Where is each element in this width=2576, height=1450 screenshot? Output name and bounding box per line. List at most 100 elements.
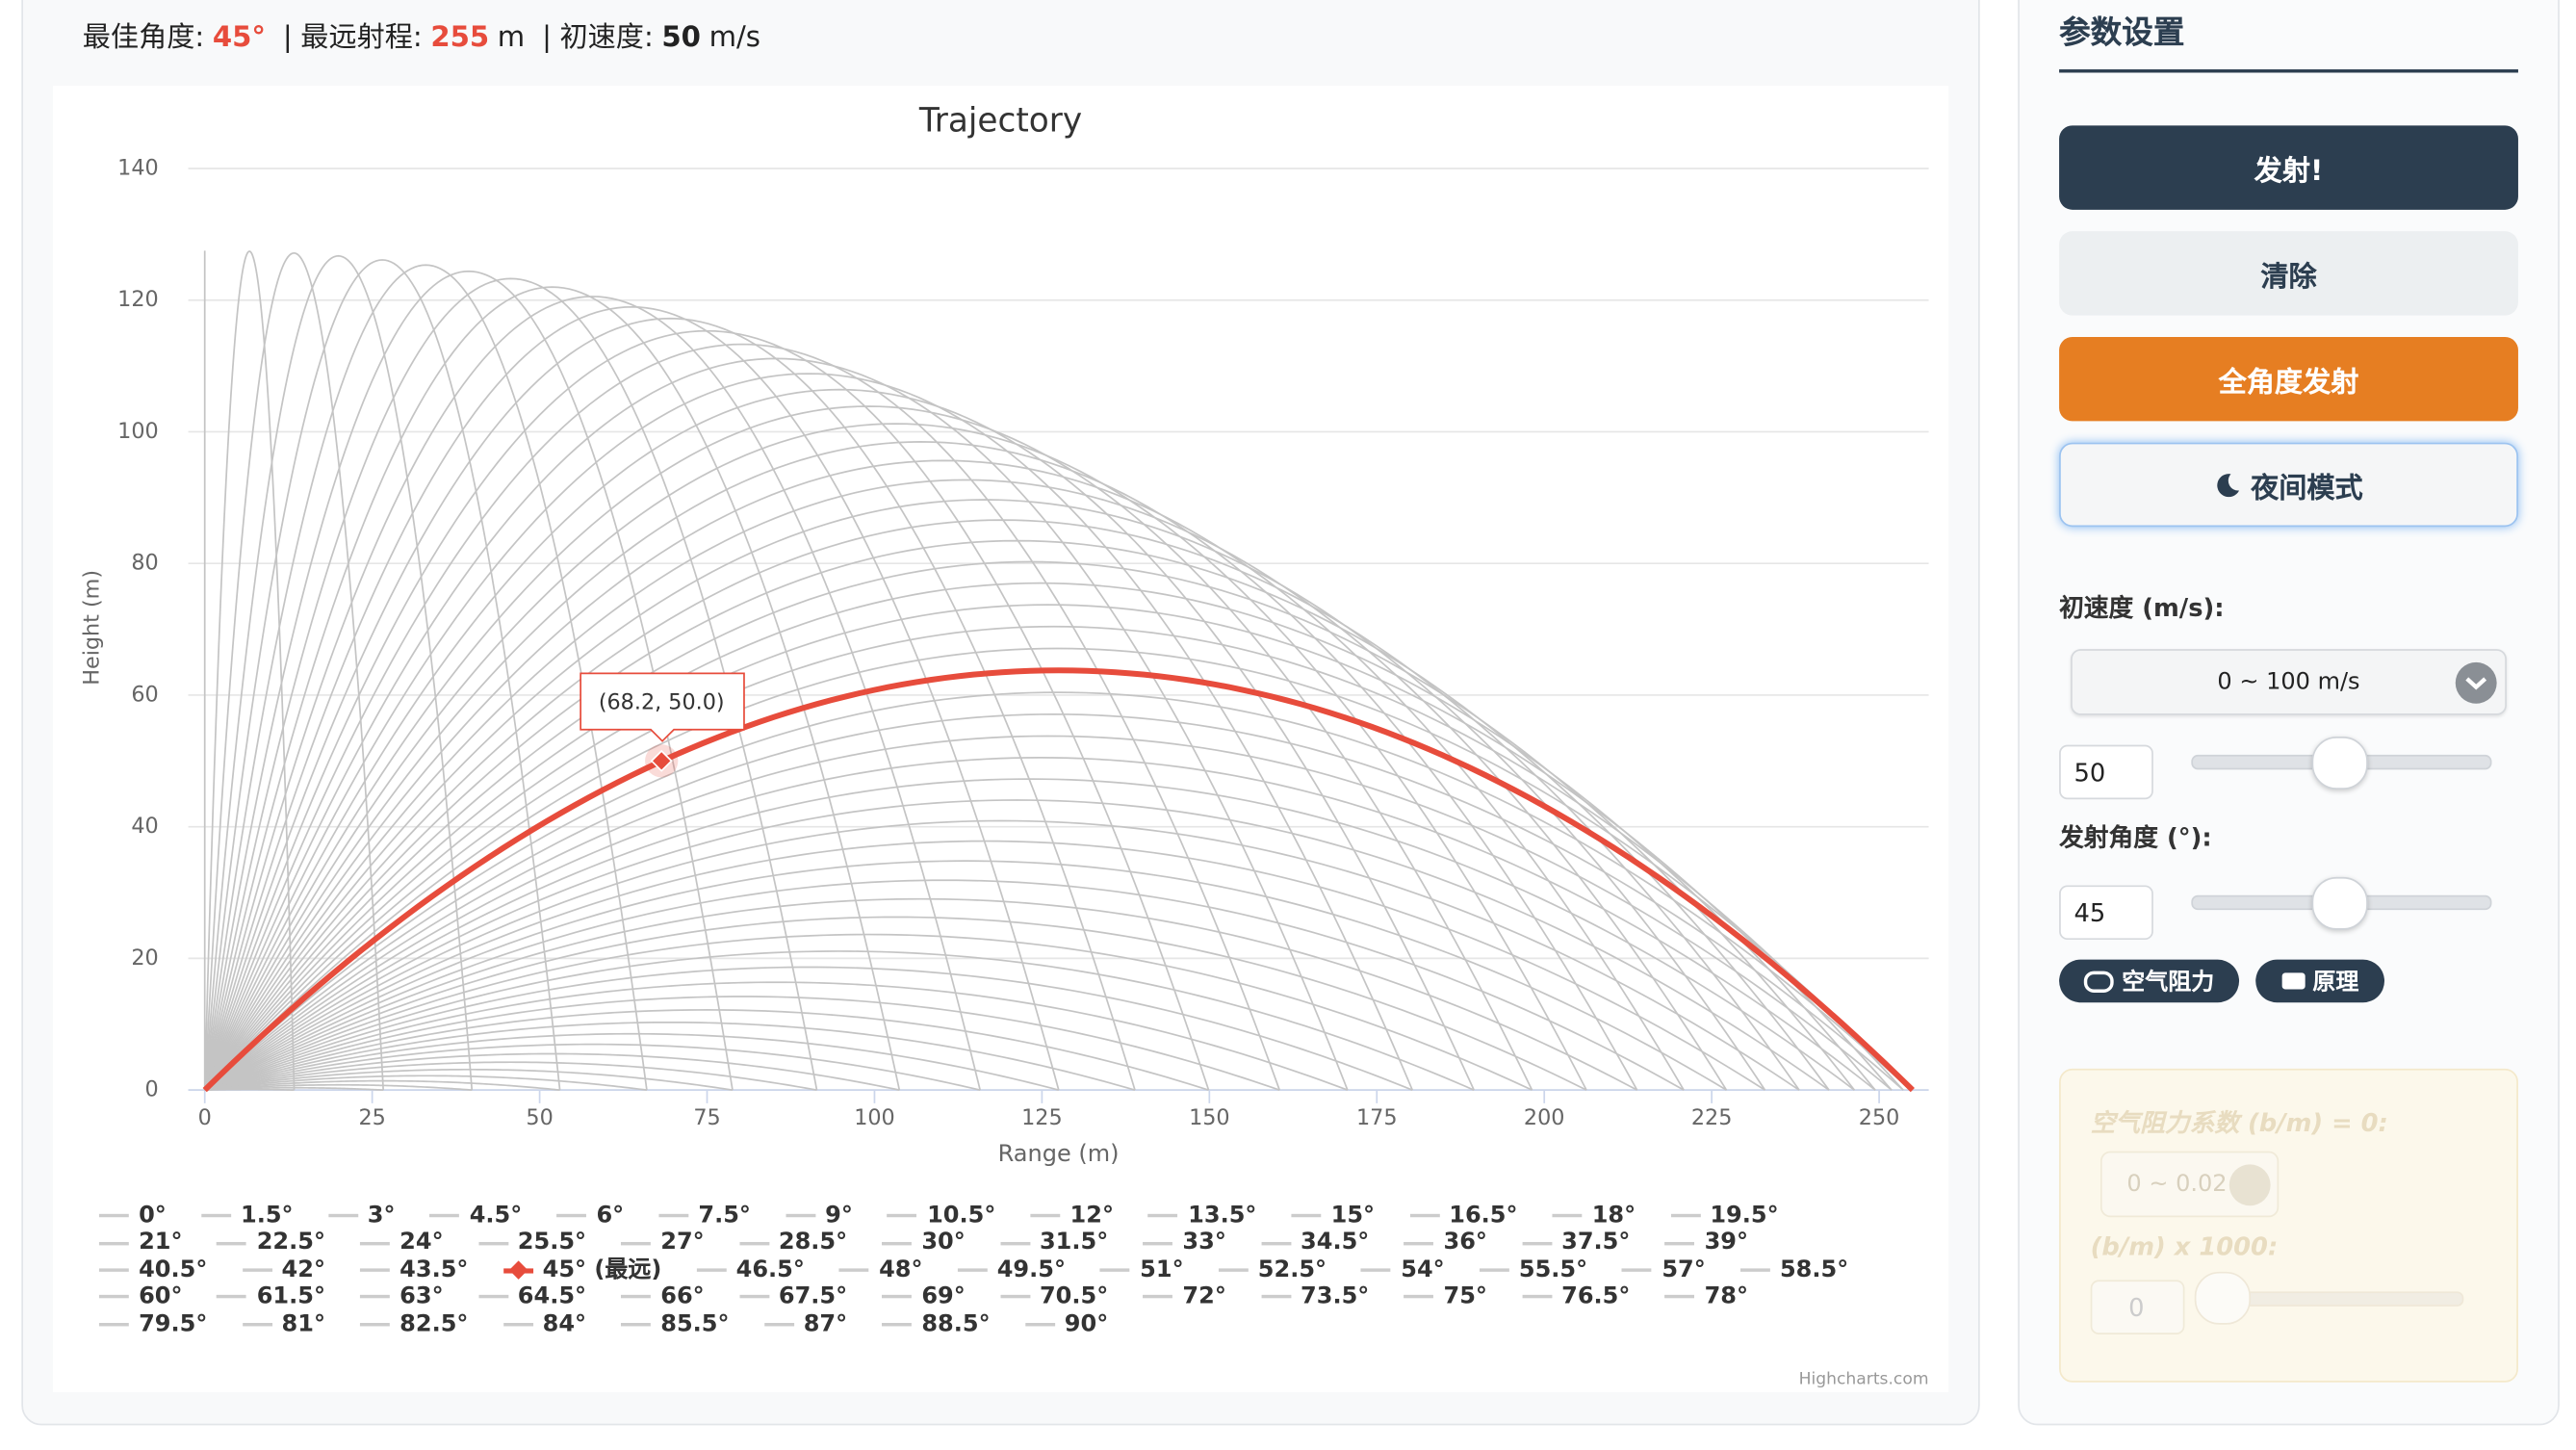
legend-item[interactable]: 48° [838,1256,922,1283]
legend-label: 45° (最远) [542,1256,662,1283]
legend-item[interactable]: 4.5° [429,1203,522,1230]
legend-item[interactable]: 46.5° [696,1256,805,1283]
legend-item[interactable]: 57° [1622,1256,1706,1283]
legend-item[interactable]: 39° [1664,1230,1748,1256]
legend-item[interactable]: 34.5° [1260,1230,1369,1256]
trajectory [203,373,1414,1091]
legend-label: 22.5° [256,1229,325,1256]
angle-slider-thumb[interactable] [2311,876,2368,930]
legend-symbol [658,1214,689,1218]
legend-item[interactable]: 73.5° [1260,1283,1369,1310]
legend-label: 30° [921,1229,966,1256]
legend-item[interactable]: 30° [882,1230,966,1256]
legend-label: 55.5° [1518,1256,1588,1283]
legend-item[interactable]: 54° [1361,1256,1445,1283]
legend-item[interactable]: 15° [1291,1203,1375,1230]
legend-symbol [1404,1295,1434,1300]
launch-button[interactable]: 发射! [2059,125,2518,210]
legend-item[interactable]: 63° [360,1283,444,1310]
legend-item[interactable]: 58.5° [1739,1256,1849,1283]
legend-item[interactable]: 78° [1664,1283,1748,1310]
angle-input[interactable]: 45 [2059,885,2153,941]
legend-item[interactable]: 88.5° [882,1310,991,1337]
legend-item[interactable]: 43.5° [360,1256,468,1283]
legend-item[interactable]: 66° [621,1283,705,1310]
trajectory [203,459,1685,1091]
legend-item[interactable]: 67.5° [738,1283,847,1310]
legend-item[interactable]: 60° [98,1283,183,1310]
legend-item[interactable]: 19.5° [1670,1203,1779,1230]
legend-item[interactable]: 45° (最远) [502,1256,661,1283]
legend-item[interactable]: 28.5° [738,1230,847,1256]
legend-item[interactable]: 90° [1024,1310,1108,1337]
legend-item[interactable]: 12° [1030,1203,1114,1230]
trajectory [204,519,1800,1091]
panel-title: 参数设置 [2059,14,2185,52]
drag-toggle[interactable]: 空气阻力 [2059,959,2240,1003]
night-mode-button[interactable]: 夜间模式 [2059,442,2518,528]
legend-item[interactable]: 3° [327,1203,396,1230]
legend-symbol [1291,1214,1322,1218]
trajectory [203,343,1281,1091]
legend-item[interactable]: 21° [98,1230,183,1256]
legend-item[interactable]: 24° [360,1230,444,1256]
legend-item[interactable]: 6° [556,1203,624,1230]
legend-item[interactable]: 13.5° [1147,1203,1256,1230]
legend-item[interactable]: 84° [502,1310,586,1337]
label: 0 ~ 100 m/s [2217,668,2360,696]
legend-symbol [556,1214,587,1218]
legend-item[interactable]: 49.5° [957,1256,1066,1283]
legend-item[interactable]: 85.5° [621,1310,730,1337]
legend-label: 58.5° [1779,1256,1849,1283]
legend-label: 27° [660,1229,705,1256]
speed-input[interactable]: 50 [2059,744,2153,800]
legend-item[interactable]: 75° [1404,1283,1487,1310]
legend-item[interactable]: 16.5° [1409,1203,1518,1230]
legend-item[interactable]: 51° [1099,1256,1184,1283]
legend-symbol [882,1241,913,1245]
legend-item[interactable]: 33° [1143,1230,1226,1256]
legend-item[interactable]: 79.5° [98,1310,207,1337]
y-tick-label: 80 [131,551,158,576]
legend-item[interactable]: 42° [242,1256,325,1283]
legend-item[interactable]: 70.5° [999,1283,1108,1310]
legend-item[interactable]: 25.5° [477,1230,586,1256]
trajectory [204,604,1893,1091]
trajectory [203,405,1533,1091]
legend-item[interactable]: 9° [785,1203,853,1230]
all-angles-button[interactable]: 全角度发射 [2059,336,2518,422]
label: 0 ~ 0.02 [2126,1171,2228,1198]
legend-item[interactable]: 31.5° [999,1230,1108,1256]
legend-symbol [763,1322,794,1327]
legend-item[interactable]: 22.5° [217,1229,325,1256]
legend-item[interactable]: 0° [98,1203,167,1230]
legend-item[interactable]: 64.5° [477,1283,586,1310]
legend-item[interactable]: 37.5° [1521,1230,1630,1256]
legend-item[interactable]: 10.5° [887,1203,995,1230]
legend-item[interactable]: 55.5° [1479,1256,1588,1283]
legend-item[interactable]: 87° [763,1310,847,1337]
legend-item[interactable]: 82.5° [360,1310,468,1337]
legend-item[interactable]: 69° [882,1283,966,1310]
speed-range-select[interactable]: 0 ~ 100 m/s [2071,649,2507,715]
divider [2059,69,2518,73]
legend-item[interactable]: 40.5° [98,1256,207,1283]
legend-symbol [738,1295,769,1300]
legend-symbol [1143,1241,1173,1245]
legend-item[interactable]: 36° [1404,1230,1487,1256]
legend-item[interactable]: 72° [1143,1283,1226,1310]
legend-symbol [1521,1241,1552,1245]
legend-item[interactable]: 18° [1552,1203,1636,1230]
speed-slider-thumb[interactable] [2311,737,2368,790]
theory-button[interactable]: 原理 [2255,959,2385,1003]
legend-item[interactable]: 81° [242,1310,325,1337]
legend-item[interactable]: 27° [621,1230,705,1256]
legend-item[interactable]: 61.5° [217,1283,325,1310]
legend-symbol [98,1268,129,1272]
legend-item[interactable]: 7.5° [658,1203,751,1230]
y-tick-label: 120 [117,287,159,312]
legend-item[interactable]: 76.5° [1521,1283,1630,1310]
legend-item[interactable]: 52.5° [1218,1256,1327,1283]
clear-button[interactable]: 清除 [2059,231,2518,316]
legend-item[interactable]: 1.5° [200,1203,294,1230]
